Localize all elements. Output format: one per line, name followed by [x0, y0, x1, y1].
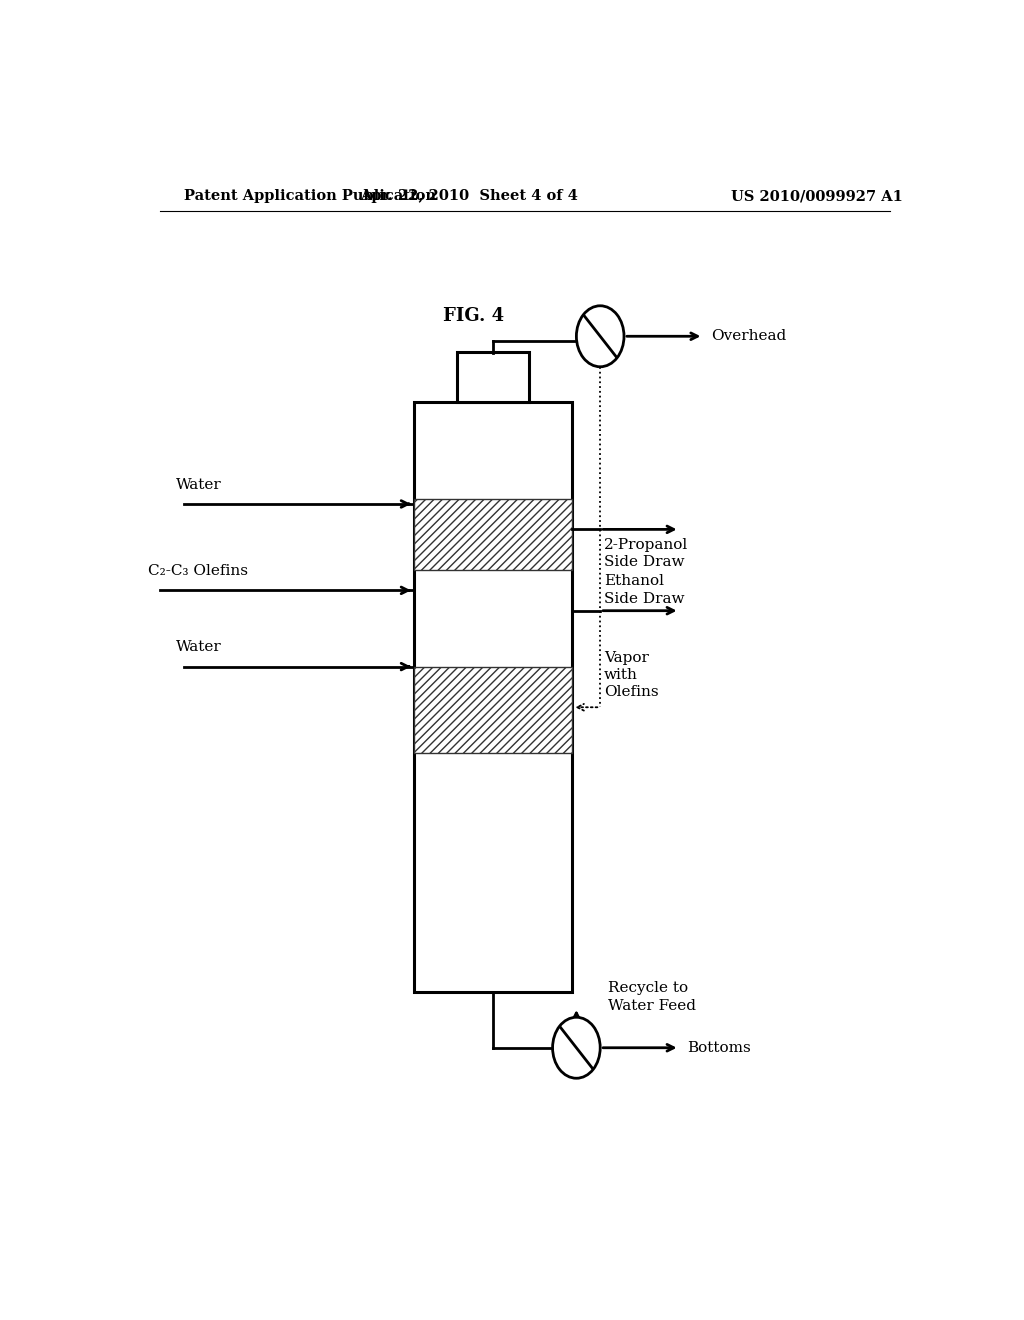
Text: C₂-C₃ Olefins: C₂-C₃ Olefins	[147, 564, 248, 578]
Text: Apr. 22, 2010  Sheet 4 of 4: Apr. 22, 2010 Sheet 4 of 4	[360, 189, 579, 203]
Circle shape	[553, 1018, 600, 1078]
Text: Patent Application Publication: Patent Application Publication	[183, 189, 435, 203]
Text: Bottoms: Bottoms	[687, 1040, 752, 1055]
Bar	[414, 499, 572, 570]
Text: FIG. 4: FIG. 4	[442, 308, 504, 325]
Bar	[414, 667, 572, 752]
Bar	[458, 351, 528, 403]
Bar	[414, 403, 572, 991]
Text: Ethanol
Side Draw: Ethanol Side Draw	[604, 574, 685, 606]
Circle shape	[577, 306, 624, 367]
Text: Water: Water	[176, 640, 221, 655]
Text: 2-Propanol
Side Draw: 2-Propanol Side Draw	[604, 537, 688, 569]
Text: Vapor
with
Olefins: Vapor with Olefins	[604, 651, 658, 700]
Text: Overhead: Overhead	[712, 329, 786, 343]
Text: Recycle to
Water Feed: Recycle to Water Feed	[608, 981, 696, 1012]
Text: US 2010/0099927 A1: US 2010/0099927 A1	[731, 189, 903, 203]
Text: Water: Water	[176, 478, 221, 492]
